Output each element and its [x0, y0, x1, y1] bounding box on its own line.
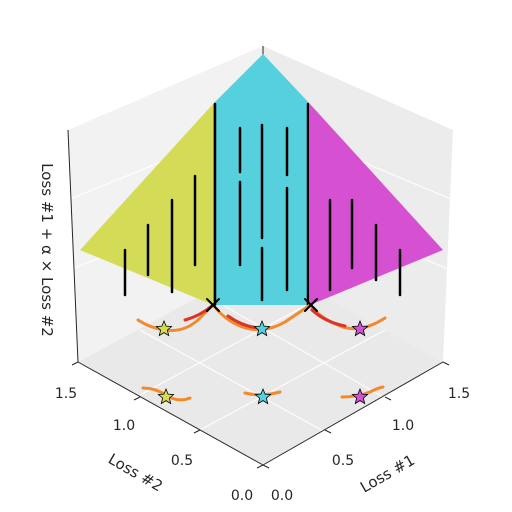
- star-marker: [351, 387, 369, 405]
- z-axis-label: Loss #1 + α × Loss #2: [38, 163, 56, 337]
- region-right: [310, 104, 443, 305]
- star-marker: [157, 387, 175, 405]
- y-tick-label: 0.5: [171, 453, 193, 469]
- x-marker: [304, 298, 318, 312]
- y-tick-label: 1.0: [113, 418, 135, 434]
- star-marker: [155, 319, 173, 337]
- y-tick-labels: 0.0 0.5 1.0 1.5: [55, 386, 253, 504]
- x-axis-label: Loss #1: [357, 451, 418, 496]
- x-tick-label: 1.0: [392, 418, 414, 434]
- x-tick-labels: 0.0 0.5 1.0 1.5: [271, 386, 470, 504]
- ticks: [71, 361, 450, 469]
- floor-pane: [78, 262, 443, 465]
- markers: [155, 298, 369, 405]
- pareto-curve: [340, 385, 385, 399]
- pareto-curve: [310, 308, 347, 328]
- x-marker: [206, 298, 220, 312]
- x-tick-label: 0.5: [332, 453, 354, 469]
- y-axis-label: Loss #2: [105, 450, 166, 495]
- star-marker: [254, 387, 272, 405]
- y-tick-label: 1.5: [55, 386, 77, 402]
- y-tick-label: 0.0: [231, 488, 253, 504]
- region-left: [80, 104, 213, 305]
- star-marker: [253, 319, 271, 337]
- gradient-strokes: [123, 102, 402, 307]
- x-tick-label: 1.5: [448, 386, 470, 402]
- x-tick-label: 0.0: [271, 488, 293, 504]
- star-marker: [351, 319, 369, 337]
